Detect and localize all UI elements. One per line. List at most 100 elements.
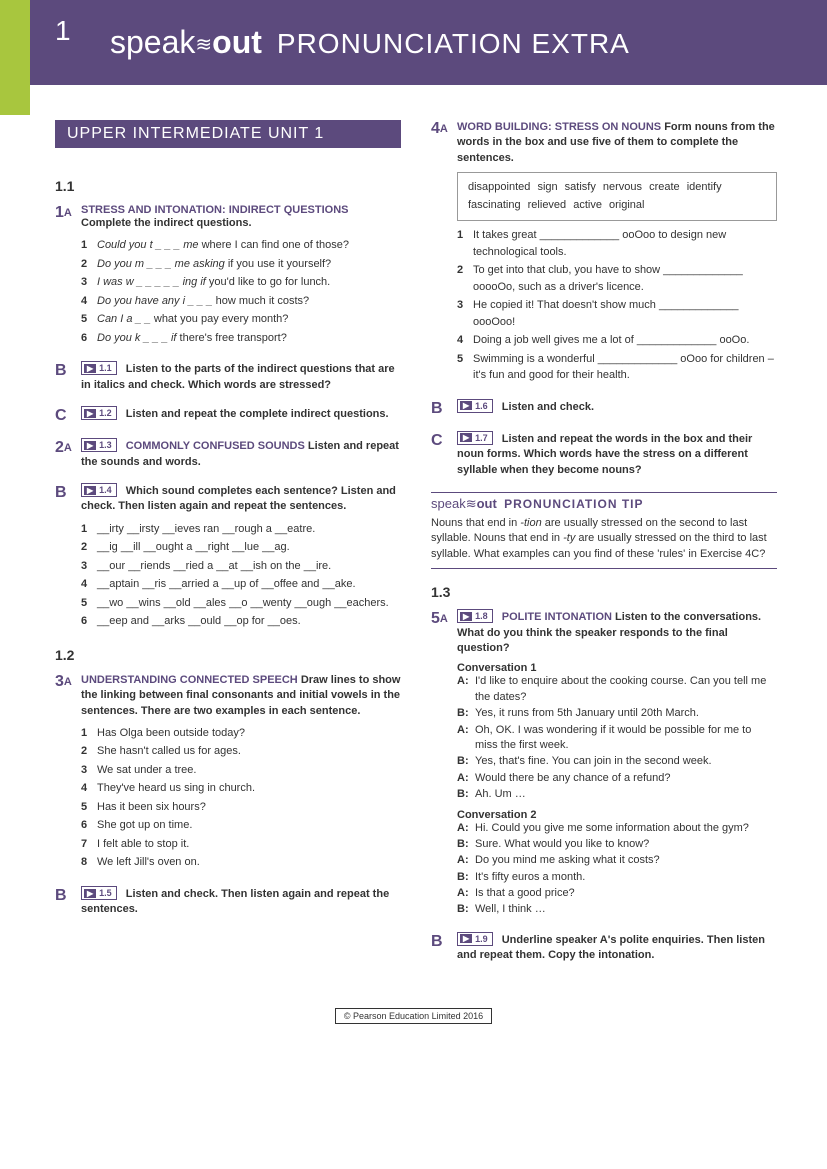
item-text: Do you k _ _ _ if there's free transport… bbox=[97, 330, 401, 347]
item-number: 4 bbox=[457, 332, 473, 349]
exercise-title: UNDERSTANDING CONNECTED SPEECH bbox=[81, 674, 298, 686]
section-1-3: 1.3 bbox=[431, 584, 777, 600]
conversation-line: B:It's fifty euros a month. bbox=[457, 870, 777, 885]
wifi-icon: ≋ bbox=[466, 496, 477, 511]
item-text: It takes great _____________ ooOoo to de… bbox=[473, 227, 777, 260]
exercise-number: 4A bbox=[431, 120, 457, 138]
item-number: 3 bbox=[81, 558, 97, 575]
speaker-label: B: bbox=[457, 787, 475, 802]
speaker-label: B: bbox=[457, 902, 475, 917]
item-text: Has Olga been outside today? bbox=[97, 725, 401, 742]
item-number: 5 bbox=[81, 311, 97, 328]
list-item: 1Could you t _ _ _ me where I can find o… bbox=[81, 237, 401, 254]
speaker-label: A: bbox=[457, 771, 475, 786]
conversation-label: Conversation 2 bbox=[457, 809, 777, 821]
item-number: 2 bbox=[457, 262, 473, 295]
list-item: 5Has it been six hours? bbox=[81, 799, 401, 816]
exercise-1c: C 1.2 Listen and repeat the complete ind… bbox=[55, 407, 401, 425]
list-item: 3He copied it! That doesn't show much __… bbox=[457, 297, 777, 330]
item-text: __ig __ill __ought a __right __lue __ag. bbox=[97, 539, 401, 556]
speaker-label: B: bbox=[457, 706, 475, 721]
speakout-logo: speakout bbox=[110, 24, 262, 61]
item-text: She hasn't called us for ages. bbox=[97, 743, 401, 760]
exercise-1a: 1A STRESS and INTONATION: indirect quest… bbox=[55, 204, 401, 348]
exercise-letter: B bbox=[55, 887, 81, 905]
conversation-line: B:Sure. What would you like to know? bbox=[457, 837, 777, 852]
line-text: Would there be any chance of a refund? bbox=[475, 771, 671, 786]
item-number: 1 bbox=[81, 725, 97, 742]
header-title: PRONUNCIATION EXTRA bbox=[277, 28, 630, 60]
list-item: 5Can I a _ _ what you pay every month? bbox=[81, 311, 401, 328]
list-item: 2__ig __ill __ought a __right __lue __ag… bbox=[81, 539, 401, 556]
item-text: __irty __irsty __ieves ran __rough a __e… bbox=[97, 521, 401, 538]
speaker-label: B: bbox=[457, 754, 475, 769]
section-1-1: 1.1 bbox=[55, 178, 401, 194]
audio-badge: 1.3 bbox=[81, 438, 117, 452]
exercise-number: 5A bbox=[431, 610, 457, 628]
item-number: 6 bbox=[81, 817, 97, 834]
item-number: 3 bbox=[81, 762, 97, 779]
list-item: 4Doing a job well gives me a lot of ____… bbox=[457, 332, 777, 349]
list-item: 6__eep and __arks __ould __op for __oes. bbox=[81, 613, 401, 630]
exercise-title: POLITE INTONATION bbox=[502, 611, 612, 623]
item-text: Do you m _ _ _ me asking if you use it y… bbox=[97, 256, 401, 273]
item-text: Do you have any i _ _ _ how much it cost… bbox=[97, 293, 401, 310]
list-item: 3I was w _ _ _ _ _ ing if you'd like to … bbox=[81, 274, 401, 291]
item-list: 1__irty __irsty __ieves ran __rough a __… bbox=[81, 521, 401, 630]
list-item: 8We left Jill's oven on. bbox=[81, 854, 401, 871]
list-item: 5__wo __wins __old __ales __o __wenty __… bbox=[81, 595, 401, 612]
tip-header: speak≋out PRONUNCIATION TIP bbox=[431, 492, 777, 512]
line-text: Is that a good price? bbox=[475, 886, 575, 901]
exercise-2a: 2A 1.3 COMMONLY CONFUSED SOUNDS Listen a… bbox=[55, 439, 401, 470]
audio-badge: 1.5 bbox=[81, 886, 117, 900]
pronunciation-tip: speak≋out PRONUNCIATION TIP Nouns that e… bbox=[431, 492, 777, 569]
item-number: 4 bbox=[81, 293, 97, 310]
speaker-label: A: bbox=[457, 723, 475, 754]
exercise-instruction: Listen and check. bbox=[502, 401, 594, 413]
conversation-label: Conversation 1 bbox=[457, 662, 777, 674]
list-item: 6Do you k _ _ _ if there's free transpor… bbox=[81, 330, 401, 347]
conversation-line: A:Oh, OK. I was wondering if it would be… bbox=[457, 723, 777, 754]
line-text: Do you mind me asking what it costs? bbox=[475, 853, 660, 868]
item-text: They've heard us sing in church. bbox=[97, 780, 401, 797]
item-number: 6 bbox=[81, 330, 97, 347]
exercise-4a: 4A WORD BUILDING: stress on nouns Form n… bbox=[431, 120, 777, 386]
conversation-line: B:Well, I think … bbox=[457, 902, 777, 917]
line-text: Yes, that's fine. You can join in the se… bbox=[475, 754, 712, 769]
exercise-letter: B bbox=[431, 933, 457, 951]
conversation-line: B:Ah. Um … bbox=[457, 787, 777, 802]
tip-title: PRONUNCIATION TIP bbox=[504, 497, 643, 511]
line-text: I'd like to enquire about the cooking co… bbox=[475, 674, 777, 705]
logo-area: speakout PRONUNCIATION EXTRA bbox=[110, 24, 630, 61]
exercise-number: 1A bbox=[55, 204, 81, 222]
accent-block bbox=[0, 0, 30, 115]
exercise-title: COMMONLY CONFUSED SOUNDS bbox=[126, 440, 305, 452]
audio-badge: 1.8 bbox=[457, 609, 493, 623]
item-text: Has it been six hours? bbox=[97, 799, 401, 816]
list-item: 2Do you m _ _ _ me asking if you use it … bbox=[81, 256, 401, 273]
conversation-line: B:Yes, that's fine. You can join in the … bbox=[457, 754, 777, 769]
exercise-instruction: Which sound completes each sentence? Lis… bbox=[81, 485, 396, 512]
line-text: It's fifty euros a month. bbox=[475, 870, 585, 885]
exercise-instruction: Listen and repeat the words in the box a… bbox=[457, 433, 752, 476]
item-number: 1 bbox=[81, 237, 97, 254]
list-item: 3__our __riends __ried a __at __ish on t… bbox=[81, 558, 401, 575]
item-number: 8 bbox=[81, 854, 97, 871]
list-item: 5Swimming is a wonderful _____________ o… bbox=[457, 351, 777, 384]
conversation-line: A:Do you mind me asking what it costs? bbox=[457, 853, 777, 868]
speaker-label: B: bbox=[457, 870, 475, 885]
exercise-letter: C bbox=[431, 432, 457, 450]
wifi-icon bbox=[195, 22, 212, 59]
list-item: 1Has Olga been outside today? bbox=[81, 725, 401, 742]
speaker-label: A: bbox=[457, 886, 475, 901]
list-item: 4They've heard us sing in church. bbox=[81, 780, 401, 797]
exercise-instruction: Listen and repeat the complete indirect … bbox=[126, 408, 389, 420]
exercise-5b: B 1.9 Underline speaker A's polite enqui… bbox=[431, 933, 777, 964]
section-1-2: 1.2 bbox=[55, 647, 401, 663]
audio-badge: 1.6 bbox=[457, 399, 493, 413]
exercise-4c: C 1.7 Listen and repeat the words in the… bbox=[431, 432, 777, 478]
exercise-5a: 5A 1.8 POLITE INTONATION Listen to the c… bbox=[431, 610, 777, 919]
item-number: 4 bbox=[81, 576, 97, 593]
line-text: Ah. Um … bbox=[475, 787, 526, 802]
item-number: 7 bbox=[81, 836, 97, 853]
